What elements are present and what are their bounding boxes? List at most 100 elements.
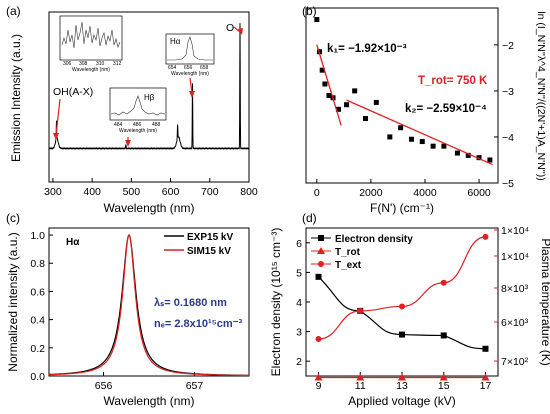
inset-hbeta-tick-3: 488 [152, 122, 161, 128]
panel-a-halpha-arrow [189, 77, 193, 94]
inset-halpha-frame [165, 33, 215, 65]
panel-a-xtick-label: 400 [83, 186, 101, 198]
panel-b-ytick-label: −3 [502, 86, 514, 98]
panel-b-point [344, 102, 350, 108]
panel-c-xtick-label: 656 [95, 380, 113, 392]
panel-d-label: (d) [302, 211, 317, 225]
panel-d-point-circle [482, 233, 489, 240]
panel-c-sim-line [49, 234, 249, 376]
panel-c-yticks: 0.0 0.2 0.4 0.6 0.8 1.0 [30, 230, 53, 383]
panel-c-ytick-label: 1.0 [30, 230, 45, 242]
inset-hbeta-xlabel: Wavelength (nm) [119, 128, 157, 134]
legend-trot-label: T_rot [335, 247, 361, 258]
panel-a-o-arrowhead [238, 28, 243, 35]
panel-a-xtick-label: 600 [162, 186, 180, 198]
panel-b-point [476, 155, 482, 161]
panel-d-xticks: 9 11 13 15 17 [316, 372, 492, 392]
panel-a-inset-oh: 306 308 310 312 Wavelength (nm) [59, 15, 123, 73]
panel-b-trot-label: T_rot= 750 K [418, 75, 488, 87]
panel-b-k1-label: k₁= −1.92×10⁻³ [327, 43, 407, 55]
panel-d-ylabel-left: Electron density (10¹⁵ cm⁻³) [269, 228, 283, 377]
panel-a-inset-halpha: Hα 654 656 658 Wavelength (nm) [165, 33, 215, 77]
panel-d-point-triangle [481, 373, 490, 381]
panel-a-xtick-label: 300 [44, 186, 62, 198]
panel-a-oh-arrow [55, 98, 61, 136]
inset-oh-frame [59, 15, 123, 61]
inset-halpha-xlabel: Wavelength (nm) [171, 71, 209, 77]
panel-b-point [326, 93, 332, 98]
panel-d-point-square [399, 331, 405, 338]
panel-c-ytick-label: 0.4 [30, 315, 45, 327]
panel-a-xtick-label: 800 [240, 186, 258, 198]
panel-b-xtick-label: 6000 [467, 187, 491, 199]
panel-d-xtick-label: 17 [480, 380, 492, 392]
panel-b-point [352, 88, 358, 94]
panel-d-ytick-left-label: 5 [296, 267, 302, 279]
panel-d-point-triangle [398, 373, 406, 381]
panel-a-hbeta-arrowhead [125, 140, 131, 147]
panel-a-spectrum [48, 23, 250, 151]
panel-b-xtick-label: 2000 [359, 187, 383, 199]
inset-hbeta-tick-2: 486 [133, 122, 142, 128]
panel-a-ylabel: Emission Intensity (a.u.) [9, 34, 23, 162]
panel-d-xtick-label: 15 [438, 380, 450, 392]
panel-b-point [430, 143, 436, 149]
panel-b-fit-line [316, 44, 342, 126]
panel-c-stark-label: λₛ= 0.1680 nm [154, 297, 227, 309]
panel-c-xtick-label: 657 [186, 380, 204, 392]
panel-b-xlabel: F(N') (cm⁻¹) [370, 201, 434, 215]
inset-halpha-tick-1: 654 [168, 65, 177, 71]
panel-a-xtick-label: 700 [201, 186, 219, 198]
panel-b-xtick-label: 0 [314, 187, 320, 199]
panel-b-point [408, 136, 414, 142]
panel-d-point-triangle [314, 373, 323, 381]
inset-oh-trace [61, 21, 121, 49]
panel-d-xtick-label: 13 [396, 380, 408, 392]
panel-c-ylabel: Normalized intensity (a.u.) [6, 232, 20, 371]
panel-c-label: (c) [6, 211, 20, 225]
legend-text-marker [318, 261, 324, 267]
panel-d-series [314, 233, 490, 381]
panel-a-frame [48, 11, 250, 183]
inset-hbeta-trace [110, 95, 166, 116]
panel-c-xlabel: Wavelength (nm) [104, 394, 195, 408]
panel-c-ytick-label: 0.2 [30, 343, 45, 355]
panel-b-point [373, 99, 379, 105]
inset-halpha-tick-3: 658 [200, 65, 209, 71]
panel-b-point [314, 17, 320, 23]
inset-oh-tick-2: 308 [79, 61, 88, 67]
panel-b-ytick-label: −5 [502, 178, 514, 190]
panel-b-label: (b) [302, 4, 317, 18]
panel-d-yticks-right: 7×10² 6×10³ 8×10³ 1×10⁴ 1×10⁴ [494, 225, 529, 368]
inset-oh-xlabel: Wavelength (nm) [72, 67, 110, 73]
panel-d-xtick-label: 11 [355, 380, 366, 392]
panel-d-point-triangle [356, 373, 365, 381]
panel-a-o-label: O [226, 22, 234, 34]
panel-d-ytick-right-label: 1×10⁴ [501, 225, 529, 237]
inset-hbeta-annotation: Hβ [144, 93, 155, 102]
panel-b-point [454, 150, 460, 156]
panel-c-xticks: 656 657 [95, 372, 204, 392]
inset-halpha-annotation: Hα [170, 37, 181, 46]
panel-a-xlabel: Wavelength (nm) [104, 201, 195, 215]
panel-d-yticks-left: 2 3 4 5 6 [296, 238, 310, 368]
panel-d-point-circle [357, 307, 364, 314]
panel-d-ytick-left-label: 2 [296, 356, 302, 368]
panel-d-point-circle [315, 336, 322, 342]
legend-trot-marker [317, 247, 325, 254]
legend-ne-marker [318, 235, 324, 241]
panel-c-ytick-label: 0.8 [30, 258, 45, 270]
panel-d-xtick-label: 9 [316, 380, 322, 392]
panel-d-point-square [315, 273, 322, 280]
panel-b-frame [305, 7, 499, 184]
panel-d-point-square [440, 332, 447, 339]
panel-d-ytick-left-label: 4 [296, 297, 302, 309]
panel-a: (a) Emission Intensity (a.u.) Wavelength… [6, 4, 258, 215]
panel-b-fits [316, 44, 493, 166]
panel-a-halpha-arrowhead [189, 91, 195, 98]
inset-oh-tick-4: 312 [113, 61, 122, 67]
legend-text-label: T_ext [335, 260, 362, 271]
panel-d-series-line [318, 276, 486, 350]
inset-halpha-trace [167, 36, 213, 61]
panel-b-point [335, 106, 341, 112]
